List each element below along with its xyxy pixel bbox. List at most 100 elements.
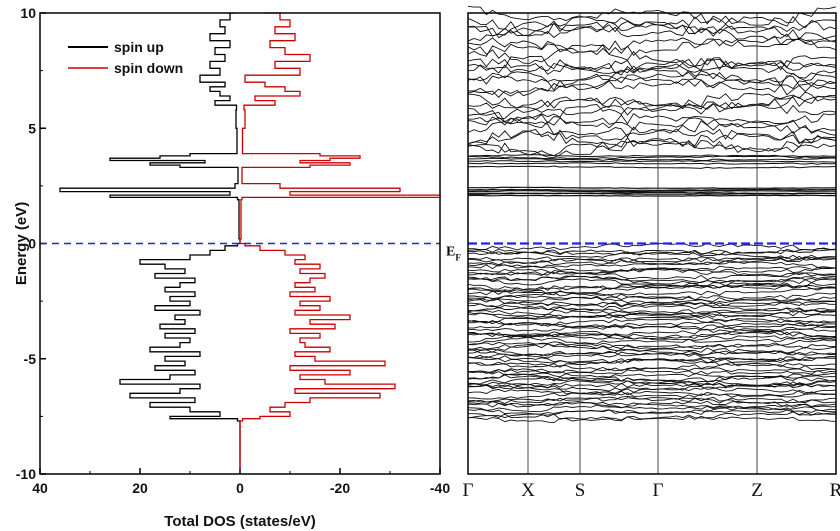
legend: spin up spin down <box>68 39 183 76</box>
band-line <box>467 137 837 157</box>
kpoint-label: Γ <box>463 480 474 501</box>
dos-curve-spin-down <box>239 12 441 470</box>
band-line <box>467 396 837 404</box>
band-line <box>467 62 837 84</box>
kpoint-label: X <box>521 480 535 501</box>
band-line <box>467 23 837 43</box>
band-line <box>467 278 837 287</box>
band-line <box>467 268 837 277</box>
band-structure-panel: Γ X S Γ Z R EF <box>446 5 840 501</box>
band-line <box>467 314 837 323</box>
band-line <box>467 194 837 197</box>
band-line <box>467 411 837 421</box>
band-line <box>467 94 836 110</box>
band-line <box>467 400 837 408</box>
band-line <box>467 343 837 356</box>
y-tick-label: 10 <box>20 5 36 21</box>
band-line <box>468 409 836 419</box>
band-line <box>467 358 837 368</box>
band-line <box>467 339 837 349</box>
y-tick-label: -10 <box>16 466 36 482</box>
band-line <box>467 35 837 56</box>
band-line <box>467 296 837 304</box>
kpoint-label: Γ <box>653 480 664 501</box>
x-tick-label: 40 <box>32 480 48 496</box>
band-line <box>468 157 836 161</box>
dos-curve-spin-up <box>59 12 241 470</box>
fermi-label-main: E <box>446 245 455 260</box>
band-line <box>467 341 837 350</box>
band-line <box>467 160 837 163</box>
band-line <box>467 382 837 390</box>
band-line <box>467 287 837 296</box>
x-tick-label: -40 <box>430 480 450 496</box>
band-line <box>468 16 837 37</box>
band-line <box>467 283 837 292</box>
x-tick-label: 20 <box>132 480 148 496</box>
band-line <box>468 188 836 192</box>
band-line <box>467 20 837 44</box>
band-line <box>467 189 836 193</box>
fermi-level-label: EF <box>446 245 461 263</box>
band-line <box>467 330 837 338</box>
band-line <box>467 136 837 159</box>
band-line <box>467 356 836 364</box>
kpoint-label: R <box>830 480 840 501</box>
band-line <box>467 255 836 266</box>
dos-panel: 40 20 0 -20 -40 -10 -5 0 5 10 spin up spin down T… <box>13 5 450 530</box>
band-line <box>467 333 837 343</box>
band-line <box>467 301 836 308</box>
band-line <box>467 44 836 68</box>
band-line <box>467 395 837 404</box>
band-line <box>468 401 837 410</box>
band-line <box>467 113 836 133</box>
band-line <box>467 55 837 76</box>
band-line <box>467 116 837 138</box>
band-line <box>467 415 837 424</box>
band-line <box>468 331 837 340</box>
band-line <box>467 128 837 145</box>
band-line <box>467 267 837 275</box>
band-line <box>467 263 837 273</box>
band-line <box>468 248 837 255</box>
band-line <box>467 302 837 312</box>
band-line <box>467 79 837 98</box>
band-line <box>467 70 837 91</box>
x-tick-label: -20 <box>330 480 350 496</box>
band-line <box>467 369 837 375</box>
band-line <box>467 15 837 35</box>
band-line <box>467 284 837 295</box>
band-line <box>467 322 837 330</box>
band-line <box>467 291 837 303</box>
band-line <box>467 309 837 316</box>
legend-label-spin-up: spin up <box>114 39 164 55</box>
band-line <box>467 349 837 359</box>
band-line <box>467 305 837 314</box>
band-line <box>467 275 837 284</box>
fermi-label-sub: F <box>455 253 461 263</box>
band-line <box>468 292 837 301</box>
band-plot-frame <box>467 12 837 475</box>
y-tick-label: -5 <box>24 351 37 367</box>
band-line <box>467 298 837 307</box>
band-line <box>467 366 837 374</box>
band-line <box>467 165 837 169</box>
band-line <box>467 74 837 97</box>
dos-curves <box>59 12 441 470</box>
band-line <box>468 371 837 378</box>
band-line <box>467 191 837 195</box>
y-axis-title: Energy (eV) <box>13 202 30 285</box>
x-axis-title: Total DOS (states/eV) <box>164 513 315 530</box>
band-line <box>467 347 837 357</box>
band-line <box>467 162 837 165</box>
y-tick-label: 0 <box>28 236 36 252</box>
x-tick-label: 0 <box>236 480 244 496</box>
band-line <box>467 388 837 397</box>
band-line <box>468 320 837 328</box>
band-line <box>467 256 837 262</box>
legend-label-spin-down: spin down <box>114 60 183 76</box>
band-line <box>467 91 837 116</box>
band-line <box>467 37 837 57</box>
band-line <box>467 155 837 160</box>
band-line <box>468 186 836 190</box>
